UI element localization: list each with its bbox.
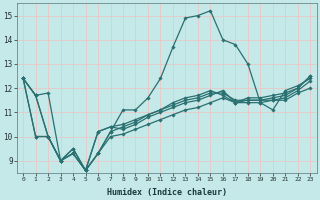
- X-axis label: Humidex (Indice chaleur): Humidex (Indice chaleur): [107, 188, 227, 197]
